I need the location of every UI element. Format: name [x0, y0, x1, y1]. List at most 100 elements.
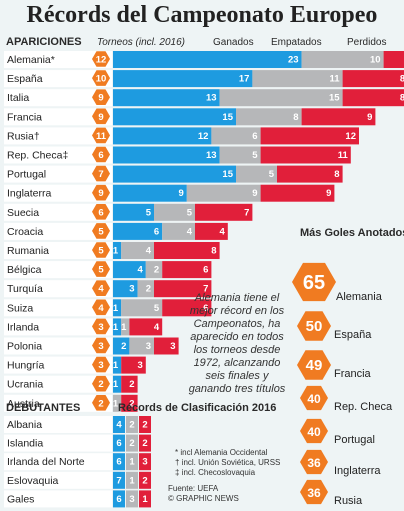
lost-bar: [383, 51, 404, 68]
drawn-bar: [154, 203, 195, 221]
table-row: Alemania*12231010: [4, 51, 404, 68]
lost-value: 1: [142, 494, 148, 505]
won-value: 6: [116, 494, 121, 505]
table-row: Rep. Checa‡ 6 13 5 11: [4, 146, 351, 164]
country-label: Rep. Checa‡: [7, 150, 68, 162]
row-label-bg: [4, 318, 112, 336]
lost-bar: [154, 242, 220, 259]
drawn-cell: [126, 490, 138, 508]
won-bar: [113, 299, 122, 317]
goals-value: 36: [307, 456, 321, 470]
country-label: Francia: [7, 111, 42, 123]
lost-bar: [154, 337, 179, 355]
lost-value: 9: [326, 188, 331, 199]
tournaments-value: 3: [98, 360, 103, 371]
won-cell: [113, 434, 125, 452]
tournaments-value: 6: [98, 207, 103, 218]
drawn-bar: [121, 299, 163, 317]
col-header-won: Ganados: [213, 37, 254, 48]
lost-value: 11: [338, 150, 349, 161]
row-label-bg: [4, 203, 112, 221]
scorer-country: Rep. Checa: [334, 401, 393, 413]
scorer-country: Inglaterra: [334, 465, 381, 477]
lost-bar: [260, 127, 359, 145]
drawn-bar: [113, 394, 122, 412]
won-bar: [113, 280, 138, 298]
won-value: 6: [154, 226, 159, 237]
country-label: Austria: [7, 398, 40, 410]
scorer-item: 40 Portugal: [300, 418, 375, 446]
row-label-bg: [4, 261, 112, 279]
lost-value: 6: [203, 265, 208, 276]
scorer-country: Portugal: [334, 434, 375, 446]
row-label-bg: [4, 108, 112, 126]
tournaments-hex: [92, 375, 110, 392]
tournaments-hex: [92, 299, 110, 316]
table-row: Bélgica 5 4 2 6: [4, 261, 212, 279]
lost-bar: [121, 356, 146, 374]
won-bar: [113, 203, 154, 221]
won-value: 1: [113, 379, 119, 390]
appearances-rows: Alemania*12231010España1017118Italia9131…: [4, 51, 404, 412]
goals-header: Más Goles Anotados: [300, 227, 404, 239]
won-value: 1: [113, 246, 119, 257]
table-row: Francia 9 15 8 9: [4, 108, 376, 126]
lost-value: 8: [400, 93, 404, 104]
won-value: 12: [198, 131, 209, 142]
scorer-item: 40 Rep. Checa: [300, 385, 393, 413]
scorer-item: 36 Inglaterra: [300, 449, 381, 477]
drawn-bar: [186, 184, 261, 202]
goals-hex: [300, 385, 328, 411]
tournaments-value: 2: [98, 398, 103, 409]
tournaments-value: 5: [98, 226, 104, 237]
table-row: Austria 2 1 2: [4, 394, 138, 412]
footnote-2: † incl. Unión Soviética, URSS: [175, 458, 281, 467]
country-label: Islandia: [7, 438, 43, 450]
tournaments-hex: [92, 356, 110, 373]
debutant-row: Gales 6 3 1: [4, 490, 151, 508]
col-header-tournaments: Torneos (incl. 2016): [97, 37, 185, 48]
table-row: Suecia 6 5 5 7: [4, 203, 253, 221]
tournaments-value: 5: [98, 246, 104, 257]
scorer-item: 50 España: [297, 311, 372, 341]
drawn-value: 3: [129, 494, 134, 505]
tournaments-value: 9: [98, 112, 103, 123]
lost-value: 6: [203, 303, 208, 314]
lost-value: 8: [400, 74, 404, 85]
won-bar: [113, 108, 236, 126]
won-value: 15: [222, 112, 233, 123]
tournaments-hex: [92, 395, 110, 411]
lost-bar: [342, 89, 404, 107]
drawn-bar: [121, 242, 154, 259]
drawn-cell: [126, 453, 138, 471]
won-cell: [113, 453, 125, 471]
drawn-value: 5: [154, 303, 160, 314]
lost-bar: [301, 108, 376, 126]
goals-hex: [297, 350, 331, 380]
table-row: Rumania 5 1 4 8: [4, 242, 220, 259]
lost-bar: [260, 184, 335, 202]
won-bar: [113, 242, 122, 259]
drawn-value: 5: [252, 150, 258, 161]
won-value: 2: [121, 341, 126, 352]
tournaments-value: 9: [98, 188, 103, 199]
row-label-bg: [4, 375, 112, 393]
lost-value: 8: [334, 169, 339, 180]
won-bar: [113, 89, 220, 107]
lost-value: 4: [220, 226, 226, 237]
won-bar: [113, 165, 236, 183]
annotation-text: Alemania tiene el mejor récord en los Ca…: [188, 292, 286, 395]
country-label: Inglaterra: [7, 188, 52, 200]
tournaments-hex: [92, 127, 110, 144]
won-value: 6: [116, 438, 121, 449]
page-title: Récords del Campeonato Europeo: [26, 2, 378, 28]
drawn-value: 4: [146, 246, 152, 257]
table-row: Hungría 3 1 3: [4, 356, 146, 374]
tournaments-hex: [92, 337, 110, 354]
lost-value: 8: [211, 246, 216, 257]
drawn-bar: [219, 146, 261, 164]
won-cell: [113, 416, 125, 433]
